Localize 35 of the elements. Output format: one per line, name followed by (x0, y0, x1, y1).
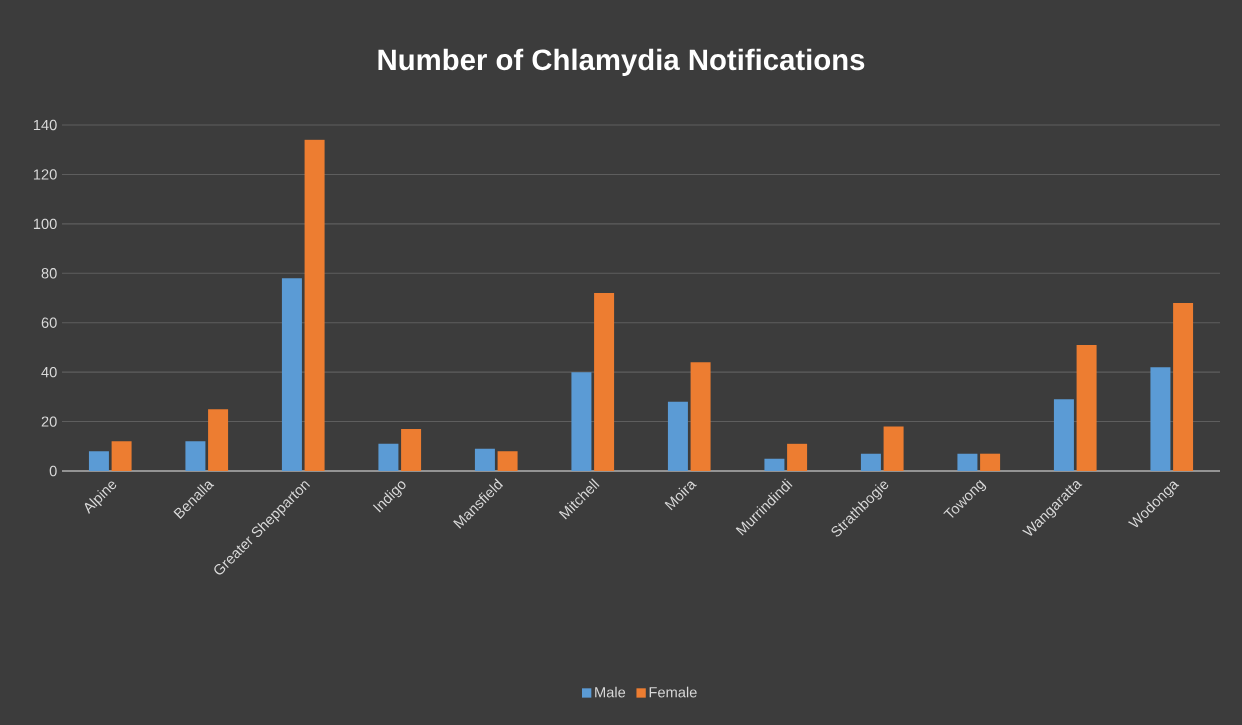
bar (1053, 399, 1074, 471)
bar (860, 453, 881, 471)
bar (474, 448, 495, 471)
bar (378, 443, 399, 471)
bar (667, 401, 688, 471)
bar (208, 409, 229, 471)
y-tick-label: 40 (41, 366, 57, 378)
bar (497, 451, 518, 471)
y-tick-label: 100 (33, 218, 57, 230)
bar (980, 453, 1001, 471)
bar (883, 426, 904, 471)
bar (304, 139, 325, 471)
y-tick-label: 140 (33, 119, 57, 131)
y-tick-label: 0 (49, 465, 57, 477)
bar (957, 453, 978, 471)
bar (88, 451, 109, 471)
y-tick-label: 20 (41, 416, 57, 427)
bar (594, 293, 615, 471)
chart-title: Number of Chlamydia Notifications (378, 48, 865, 76)
bar (281, 278, 302, 471)
bar (401, 428, 422, 471)
bar (1150, 367, 1171, 471)
legend-label: Female (649, 686, 697, 698)
bar (1173, 302, 1194, 471)
y-tick-label: 80 (41, 268, 57, 279)
bar (690, 362, 711, 471)
bar (1076, 344, 1097, 471)
bar (571, 372, 592, 471)
legend-label: Male (595, 686, 626, 698)
y-tick-label: 60 (41, 317, 57, 328)
bar (111, 441, 132, 471)
y-tick-label: 120 (33, 169, 57, 180)
bar (185, 441, 206, 471)
bar (787, 443, 808, 471)
bar (764, 458, 785, 471)
